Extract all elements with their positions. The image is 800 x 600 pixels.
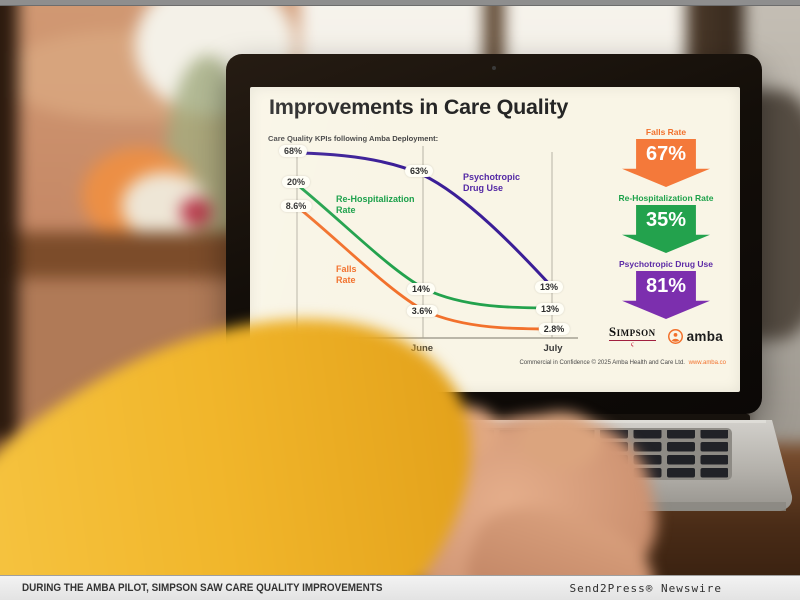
confidentiality-note: Commercial in Confidence © 2025 Amba Hea… bbox=[519, 360, 685, 366]
amba-url: www.amba.co bbox=[688, 360, 726, 366]
badge-value: 67% bbox=[645, 143, 687, 165]
wooden-shelf bbox=[0, 232, 245, 280]
badge-label: Falls Rate bbox=[645, 127, 687, 137]
amba-person-icon bbox=[667, 329, 683, 345]
data-label: 20% bbox=[281, 176, 311, 188]
series-label-psychotropic: Psychotropic Drug Use bbox=[463, 172, 521, 193]
kpi-badges: Falls Rate 67% Re-Hospitalization Rate 3… bbox=[592, 127, 740, 325]
webcam-icon bbox=[492, 66, 496, 70]
door-frame bbox=[0, 0, 18, 440]
data-label: 8.6% bbox=[280, 200, 312, 212]
data-label: 13% bbox=[534, 281, 564, 293]
data-label: 63% bbox=[404, 165, 434, 177]
simpson-wordmark: Simpson bbox=[608, 324, 656, 342]
x-tick-june: June bbox=[410, 343, 434, 354]
badge-value: 35% bbox=[645, 209, 687, 231]
x-tick-july: July bbox=[543, 343, 563, 354]
caption-bar: DURING THE AMBA PILOT, SIMPSON SAW CARE … bbox=[0, 575, 800, 600]
shelf-decor-red bbox=[180, 198, 212, 226]
wall-top-edge bbox=[0, 0, 800, 6]
data-label: 14% bbox=[406, 283, 436, 295]
simpson-signature-icon: ς bbox=[630, 340, 634, 349]
badge-value: 81% bbox=[645, 275, 687, 297]
photo-headline: DURING THE AMBA PILOT, SIMPSON SAW CARE … bbox=[22, 582, 383, 594]
simpson-logo: Simpson ς bbox=[608, 324, 656, 349]
slide-title: Improvements in Care Quality bbox=[269, 95, 569, 119]
series-label-rehospitalization: Re-Hospitalization Rate bbox=[336, 194, 415, 215]
series-label-falls: Falls Rate bbox=[336, 264, 357, 285]
newswire-credit: Send2Press® Newswire bbox=[569, 581, 722, 595]
logo-row: Simpson ς amba bbox=[592, 324, 740, 349]
data-label: 68% bbox=[278, 145, 308, 157]
right-hand-knuckle bbox=[518, 412, 602, 470]
slide-subtitle: Care Quality KPIs following Amba Deploym… bbox=[268, 134, 439, 143]
badge-label: Psychotropic Drug Use bbox=[619, 259, 713, 269]
amba-wordmark: amba bbox=[686, 329, 724, 345]
slide-footer: Commercial in Confidence © 2025 Amba Hea… bbox=[519, 360, 726, 366]
amba-logo: amba bbox=[667, 329, 724, 345]
kpi-line-chart: 68% 63% 13% 20% 14% 13% 8.6% 3.6% 2.8% P… bbox=[250, 142, 590, 392]
data-label: 3.6% bbox=[406, 305, 438, 317]
data-label: 13% bbox=[535, 303, 565, 315]
badge-label: Re-Hospitalization Rate bbox=[618, 193, 714, 203]
data-label: 2.8% bbox=[538, 323, 570, 335]
